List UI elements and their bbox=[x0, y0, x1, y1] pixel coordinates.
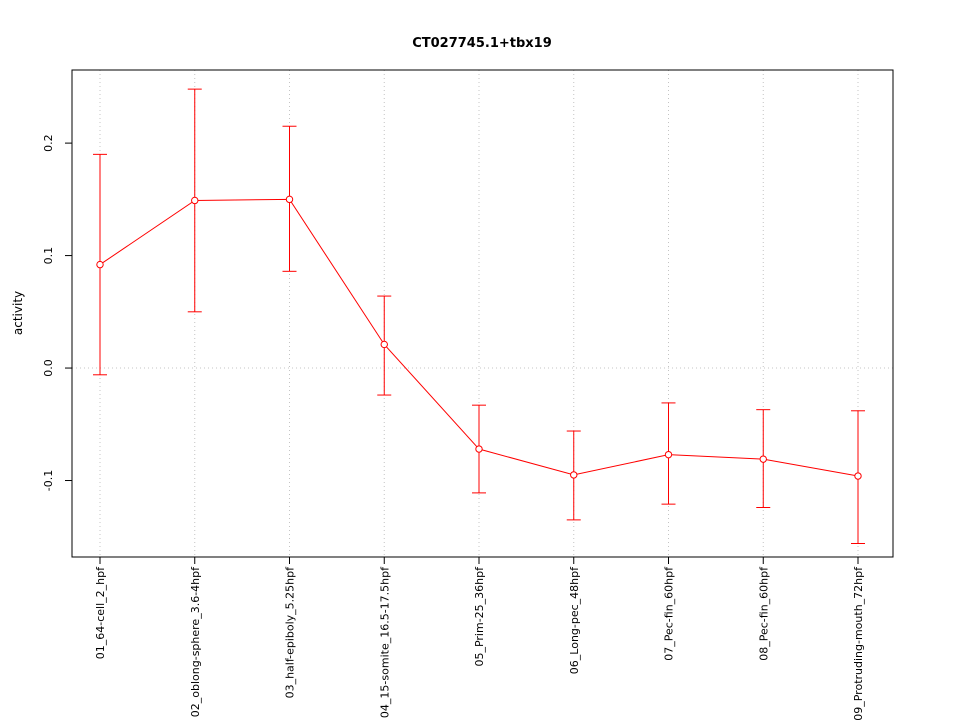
x-tick-label: 05_Prim-25_36hpf bbox=[473, 566, 486, 667]
y-axis-label: activity bbox=[11, 291, 25, 335]
data-point bbox=[285, 195, 294, 204]
data-point bbox=[475, 445, 483, 453]
data-point bbox=[380, 340, 388, 349]
data-point bbox=[854, 472, 862, 480]
y-tick-label: 0.0 bbox=[42, 359, 55, 377]
y-tick-label: 0.2 bbox=[42, 134, 55, 152]
plot-border bbox=[71, 69, 894, 558]
data-point bbox=[570, 471, 578, 479]
plot-area: -0.1 0.0 0.1 0.2 01_64-cell_2_hpf 02_oblong-s… bbox=[42, 69, 894, 720]
x-tick-label: 01_64-cell_2_hpf bbox=[94, 566, 107, 659]
x-tick-label: 09_Protruding-mouth_72hpf bbox=[852, 566, 865, 720]
y-tick-label: 0.1 bbox=[42, 247, 55, 265]
x-tick-label: 02_oblong-sphere_3.6-4hpf bbox=[189, 566, 202, 717]
data-point bbox=[96, 260, 104, 269]
y-tick-label: -0.1 bbox=[42, 470, 55, 491]
x-tick-label: 06_Long-pec_48hpf bbox=[568, 566, 581, 674]
data-point bbox=[664, 450, 673, 459]
data-point bbox=[191, 196, 199, 205]
x-tick-label: 04_15-somite_16.5-17.5hpf bbox=[378, 566, 391, 718]
x-tick-label: 08_Pec-fin_60hpf bbox=[757, 566, 770, 661]
data-point bbox=[759, 455, 767, 463]
x-tick-label: 07_Pec-fin_60hpf bbox=[663, 566, 676, 661]
chart-title: CT027745.1+tbx19 bbox=[412, 36, 552, 51]
x-tick-label: 03_half-epiboly_5.25hpf bbox=[284, 566, 297, 699]
